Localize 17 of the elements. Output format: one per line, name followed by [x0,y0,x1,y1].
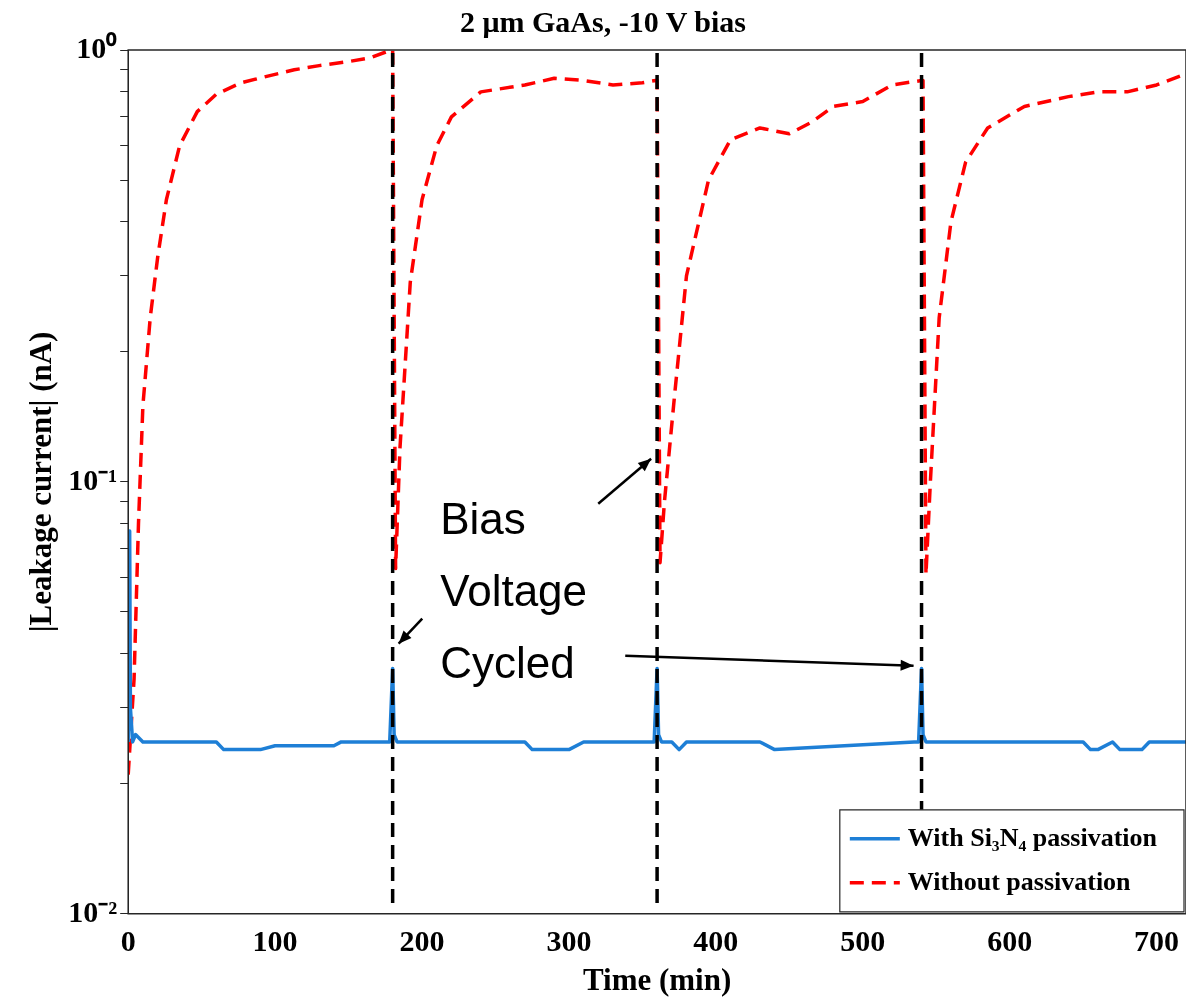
y-axis-title: |Leakage current| (nA) [22,331,58,633]
x-tick-label: 200 [399,923,445,957]
x-tick-label: 500 [840,923,886,957]
x-tick-label: 0 [120,923,136,957]
legend-label: Without passivation [907,866,1132,896]
legend-label: With Si₃N₄ passivation [907,822,1158,852]
x-tick-label: 100 [252,923,298,957]
y-tick-label: 10⁻² [68,894,118,928]
y-tick-label: 10⁻¹ [68,462,118,496]
annotation: Bias Voltage Cycled [440,493,588,687]
x-axis-title: Time (min) [582,962,732,998]
x-tick-label: 700 [1134,923,1180,957]
x-tick-label: 300 [546,923,592,957]
chart-title: 2 μm GaAs, -10 V bias [460,4,746,38]
x-tick-label: 600 [987,923,1033,957]
y-tick-label: 10⁰ [76,30,118,64]
x-tick-label: 400 [693,923,739,957]
